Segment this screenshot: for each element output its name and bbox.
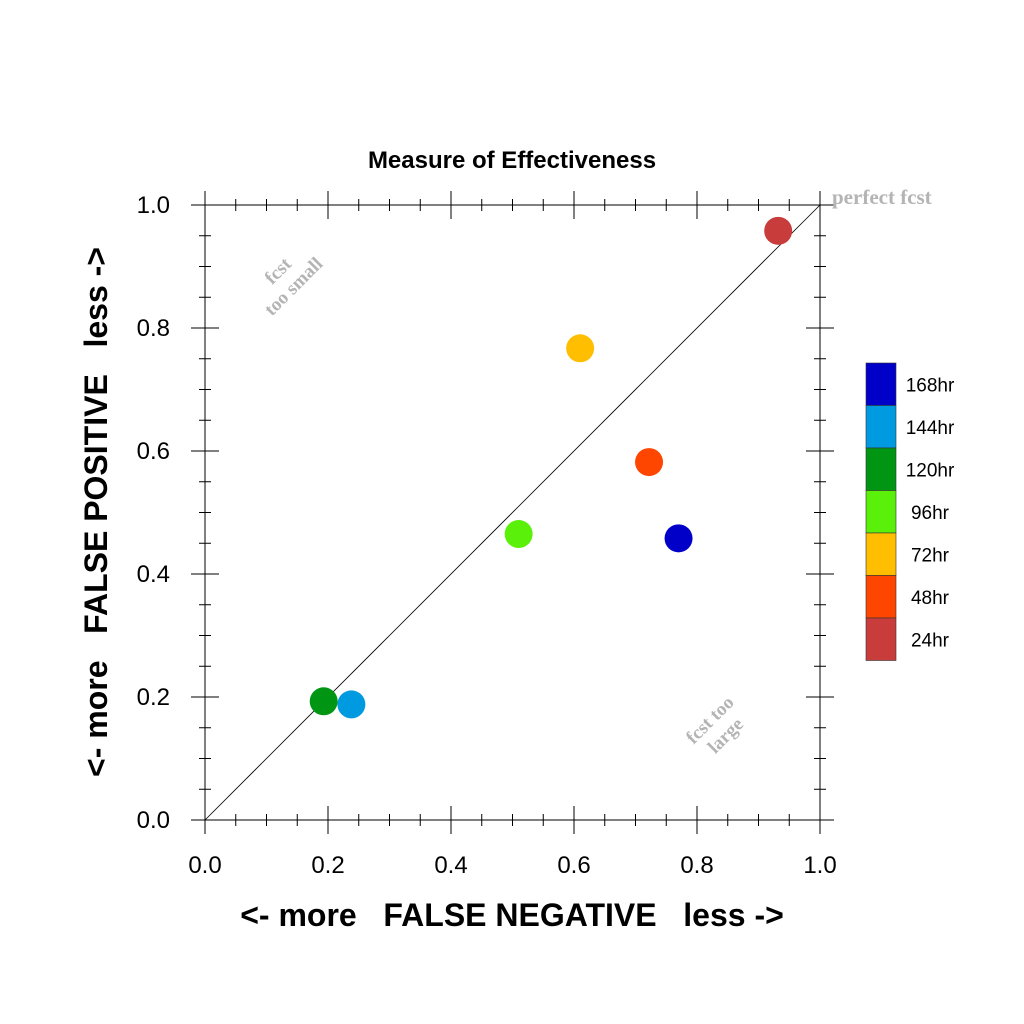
x-tick-label: 0.0 — [188, 852, 221, 879]
y-axis-label: <- more FALSE POSITIVE less -> — [78, 247, 114, 777]
data-point-168hr — [664, 524, 693, 553]
legend-swatch-48hr — [865, 575, 897, 619]
x-tick-label: 0.8 — [680, 852, 713, 879]
legend-swatch-168hr — [865, 362, 897, 406]
y-tick-label: 0.2 — [137, 684, 170, 711]
legend: 168hr 144hr 120hr 96hr 72hr 48hr 24hr — [865, 362, 955, 661]
data-point-72hr — [566, 334, 595, 363]
data-point-48hr — [635, 448, 664, 477]
plot-area: 0.0 0.2 0.4 0.6 0.8 1.0 0.0 0.2 0.4 0.6 0.8 1.0 — [137, 191, 837, 879]
diagonal-line — [204, 204, 821, 821]
chart-title: Measure of Effectiveness — [368, 147, 656, 174]
y-tick-label: 0.8 — [137, 315, 170, 342]
legend-label-96hr: 96hr — [911, 503, 950, 524]
annotation-too-small: fcst too small — [261, 253, 328, 320]
legend-label-120hr: 120hr — [906, 460, 955, 481]
x-tick-label: 1.0 — [803, 852, 836, 879]
y-tick-label: 0.4 — [137, 561, 170, 588]
annotation-perfect-fcst: perfect fcst — [832, 185, 932, 209]
legend-label-72hr: 72hr — [911, 545, 950, 566]
legend-swatch-96hr — [865, 490, 897, 534]
y-tick-label: 0.6 — [137, 438, 170, 465]
legend-swatch-72hr — [865, 532, 897, 576]
annotation-too-large: fcst too large — [682, 692, 748, 758]
data-point-144hr — [337, 690, 366, 719]
legend-swatch-144hr — [865, 405, 897, 449]
y-tick-label: 1.0 — [137, 192, 170, 219]
legend-swatch-120hr — [865, 447, 897, 491]
x-axis-label: <- more FALSE NEGATIVE less -> — [240, 897, 784, 933]
legend-label-48hr: 48hr — [911, 588, 950, 609]
data-point-120hr — [309, 687, 338, 716]
y-tick-label: 0.0 — [137, 807, 170, 834]
legend-label-144hr: 144hr — [906, 418, 955, 439]
data-point-96hr — [504, 520, 533, 549]
x-tick-label: 0.6 — [557, 852, 590, 879]
legend-swatch-24hr — [865, 617, 897, 661]
x-tick-label: 0.4 — [434, 852, 467, 879]
legend-label-24hr: 24hr — [911, 630, 950, 651]
legend-label-168hr: 168hr — [906, 375, 955, 396]
data-point-24hr — [764, 216, 793, 245]
x-tick-label: 0.2 — [311, 852, 344, 879]
